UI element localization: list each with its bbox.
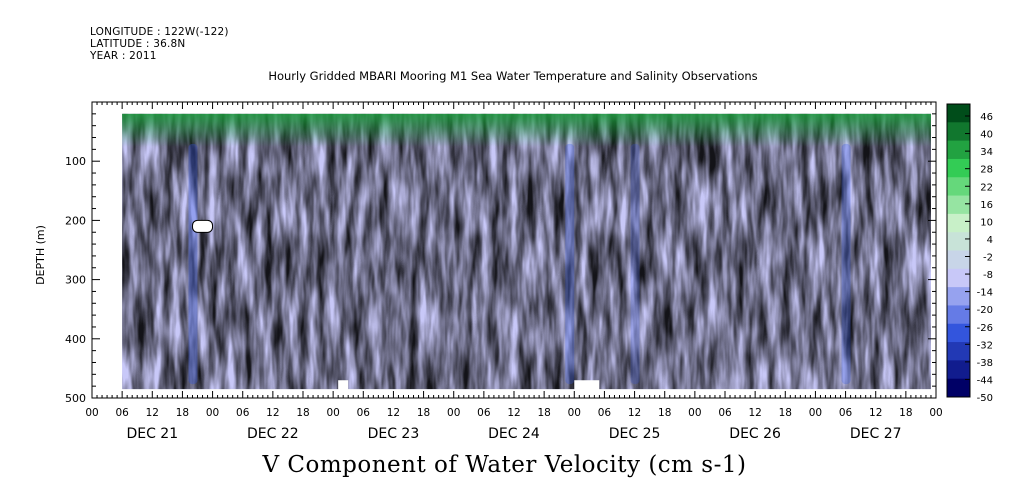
x-tick-label: 06 [477, 407, 491, 419]
heatmap-surface-layer [122, 113, 931, 390]
colorbar-labels: 46 40 34 28 22 16 10 4 -2 -8 -14 -20 -26 -32 -38 -44 -50 [965, 112, 993, 404]
x-tick-label: 00 [688, 407, 701, 419]
heatmap-negative-band [188, 143, 198, 385]
colorbar-box [947, 140, 970, 160]
x-tick-label: 00 [568, 407, 581, 419]
x-axis-hour-labels: 00 06 12 18 00 06 12 18 00 06 12 18 00 06 12 18 00 06 12 18… [85, 407, 942, 419]
data-gap [338, 380, 349, 398]
x-tick-label: 18 [417, 407, 430, 419]
colorbar-box [947, 177, 970, 197]
colorbar-label: 4 [987, 235, 993, 246]
x-day-label: DEC 26 [729, 426, 781, 442]
x-tick-label: 06 [839, 407, 853, 419]
colorbar-label: -44 [977, 375, 993, 386]
heatmap-negative-band [630, 143, 640, 385]
y-tick-label: 200 [65, 214, 86, 227]
x-tick-label: 18 [296, 407, 309, 419]
data-gap [192, 219, 214, 233]
colorbar-label: -50 [977, 393, 993, 404]
x-tick-label: 18 [899, 407, 912, 419]
x-tick-label: 00 [206, 407, 219, 419]
x-day-label: DEC 27 [850, 426, 902, 442]
x-day-label: DEC 24 [488, 426, 540, 442]
year-label: YEAR : 2011 [90, 50, 157, 62]
x-tick-label: 00 [809, 407, 822, 419]
colorbar-box [947, 268, 970, 288]
y-tick-label: 400 [65, 333, 86, 346]
colorbar-box [947, 360, 970, 380]
x-tick-label: 18 [658, 407, 671, 419]
x-tick-label: 06 [598, 407, 612, 419]
colorbar-label: 10 [980, 217, 993, 228]
colorbar-label: -26 [977, 323, 993, 334]
y-axis-label: DEPTH (m) [34, 225, 47, 285]
x-tick-label: 18 [779, 407, 792, 419]
colorbar-label: -20 [977, 305, 993, 316]
colorbar-label: -38 [977, 358, 993, 369]
x-tick-label: 12 [146, 407, 159, 419]
colorbar-label: 40 [980, 130, 993, 141]
colorbar-box [947, 305, 970, 325]
x-tick-label: 00 [85, 407, 98, 419]
variable-title: V Component of Water Velocity (cm s-1) [262, 452, 747, 478]
colorbar-box [947, 158, 970, 178]
x-day-label: DEC 25 [609, 426, 661, 442]
x-tick-label: 12 [869, 407, 882, 419]
y-tick-label: 100 [65, 155, 86, 168]
x-tick-label: 06 [115, 407, 129, 419]
x-tick-label: 18 [176, 407, 189, 419]
x-tick-label: 06 [357, 407, 371, 419]
x-tick-label: 00 [929, 407, 942, 419]
colorbar-label: 22 [980, 182, 993, 193]
colorbar-label: 28 [980, 165, 993, 176]
heatmap-field [122, 113, 931, 398]
x-tick-label: 00 [447, 407, 460, 419]
longitude-label: LONGITUDE : 122W(-122) [90, 26, 229, 38]
colorbar-box [947, 342, 970, 361]
colorbar-label: 16 [980, 200, 993, 211]
colorbar-box [947, 287, 970, 306]
colorbar-box [947, 104, 970, 123]
colorbar-label: -14 [977, 288, 993, 299]
axes-frame [91, 101, 937, 399]
colorbar-frame [946, 103, 971, 398]
x-day-label: DEC 22 [247, 426, 299, 442]
heatmap-negative-band [565, 143, 575, 385]
x-day-label: DEC 23 [368, 426, 420, 442]
x-tick-label: 06 [236, 407, 250, 419]
x-tick-label: 12 [387, 407, 400, 419]
colorbar-label: 34 [980, 147, 993, 158]
data-gap [574, 380, 600, 398]
x-tick-label: 12 [628, 407, 641, 419]
colorbar-label: -8 [983, 270, 993, 281]
colorbar-label: 46 [980, 112, 993, 123]
colorbar [946, 103, 971, 398]
heatmap-negative-band [841, 143, 851, 385]
colorbar-label: -2 [983, 253, 993, 264]
x-tick-label: 00 [326, 407, 339, 419]
colorbar-box [947, 378, 970, 398]
latitude-label: LATITUDE : 36.8N [90, 38, 186, 50]
x-day-label: DEC 21 [126, 426, 178, 442]
colorbar-box [947, 250, 970, 270]
x-tick-label: 06 [718, 407, 732, 419]
x-tick-label: 12 [266, 407, 279, 419]
x-axis-day-labels: DEC 21 DEC 22 DEC 23 DEC 24 DEC 25 DEC 26 DEC … [126, 426, 901, 442]
colorbar-box [947, 195, 970, 215]
x-tick-label: 12 [507, 407, 520, 419]
chart-title: Hourly Gridded MBARI Mooring M1 Sea Wate… [268, 69, 758, 83]
colorbar-box [947, 232, 970, 251]
colorbar-box [947, 213, 970, 233]
y-tick-label: 500 [65, 392, 86, 405]
colorbar-label: -32 [977, 340, 993, 351]
y-axis-tick-labels: 100 200 300 400 500 [65, 155, 86, 405]
colorbar-box [947, 323, 970, 343]
colorbar-box [947, 122, 970, 142]
x-tick-label: 12 [748, 407, 761, 419]
y-tick-label: 300 [65, 274, 86, 287]
x-tick-label: 18 [537, 407, 550, 419]
